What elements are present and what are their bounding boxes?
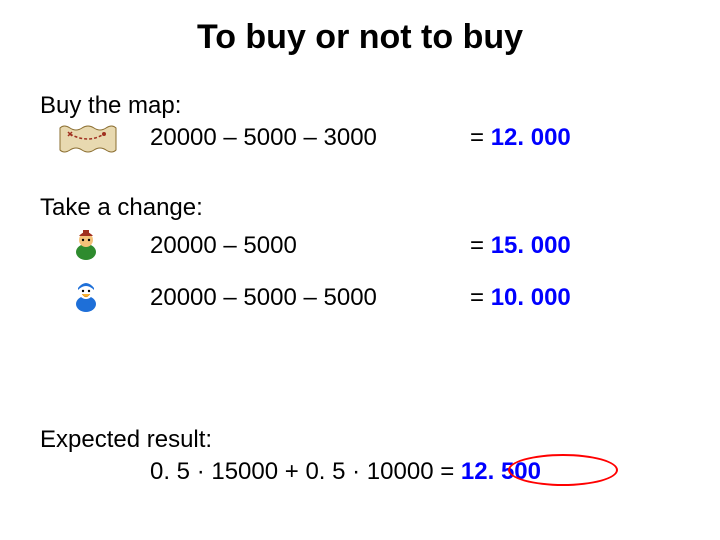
expected-expression-line: 0. 5 · 15000 + 0. 5 · 10000 = 12. 500 bbox=[150, 458, 541, 486]
expected-result-value: 12. 500 bbox=[461, 458, 541, 485]
change-row1-result: = 15. 000 bbox=[470, 232, 571, 260]
change-row1-expression: 20000 – 5000 bbox=[150, 232, 297, 260]
take-change-label: Take a change: bbox=[40, 194, 203, 222]
buy-map-result-value: 12. 000 bbox=[491, 124, 571, 151]
change-row2-result: = 10. 000 bbox=[470, 284, 571, 312]
change-row2-expression: 20000 – 5000 – 5000 bbox=[150, 284, 377, 312]
slide: To buy or not to buy Buy the map: 20000 … bbox=[0, 0, 720, 540]
expected-label: Expected result: bbox=[40, 426, 212, 454]
equals-1: = bbox=[470, 124, 484, 151]
buy-map-label: Buy the map: bbox=[40, 92, 181, 120]
buy-map-expression: 20000 – 5000 – 3000 bbox=[150, 124, 377, 152]
change-row2-result-value: 10. 000 bbox=[491, 284, 571, 311]
green-character-icon bbox=[66, 228, 106, 262]
equals-2: = bbox=[470, 232, 484, 259]
treasure-map-icon bbox=[58, 124, 118, 154]
buy-map-result: = 12. 000 bbox=[470, 124, 571, 152]
blue-character-icon bbox=[66, 280, 106, 314]
change-row1-result-value: 15. 000 bbox=[491, 232, 571, 259]
slide-title: To buy or not to buy bbox=[0, 18, 720, 57]
equals-3: = bbox=[470, 284, 484, 311]
expected-expression: 0. 5 · 15000 + 0. 5 · 10000 = bbox=[150, 458, 461, 485]
